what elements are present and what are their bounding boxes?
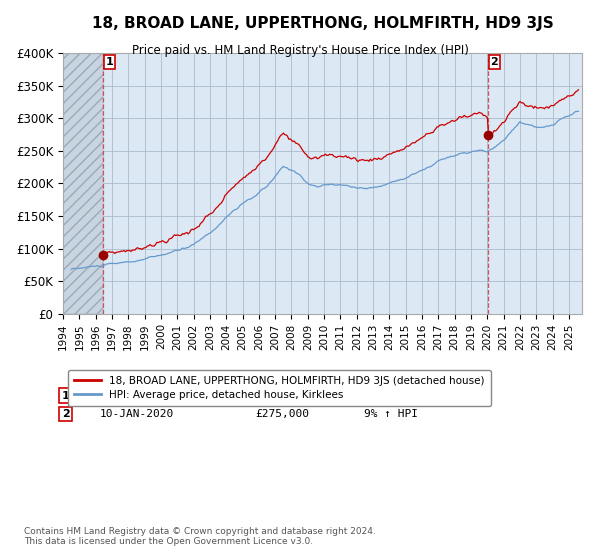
Text: 1: 1 (106, 57, 113, 67)
Title: 18, BROAD LANE, UPPERTHONG, HOLMFIRTH, HD9 3JS: 18, BROAD LANE, UPPERTHONG, HOLMFIRTH, H… (92, 16, 553, 31)
Text: 2: 2 (62, 409, 70, 419)
Legend: 18, BROAD LANE, UPPERTHONG, HOLMFIRTH, HD9 3JS (detached house), HPI: Average pr: 18, BROAD LANE, UPPERTHONG, HOLMFIRTH, H… (68, 370, 491, 406)
Text: Contains HM Land Registry data © Crown copyright and database right 2024.
This d: Contains HM Land Registry data © Crown c… (24, 526, 376, 546)
Text: Price paid vs. HM Land Registry's House Price Index (HPI): Price paid vs. HM Land Registry's House … (131, 44, 469, 57)
Text: 1: 1 (62, 391, 70, 400)
Text: £275,000: £275,000 (255, 409, 309, 419)
Text: 19% ↑ HPI: 19% ↑ HPI (364, 391, 425, 400)
Text: 20-JUN-1996: 20-JUN-1996 (100, 391, 173, 400)
Text: £90,000: £90,000 (255, 391, 302, 400)
Text: 9% ↑ HPI: 9% ↑ HPI (364, 409, 418, 419)
Text: 10-JAN-2020: 10-JAN-2020 (100, 409, 173, 419)
Text: 2: 2 (490, 57, 498, 67)
Bar (63, 53, 103, 314)
